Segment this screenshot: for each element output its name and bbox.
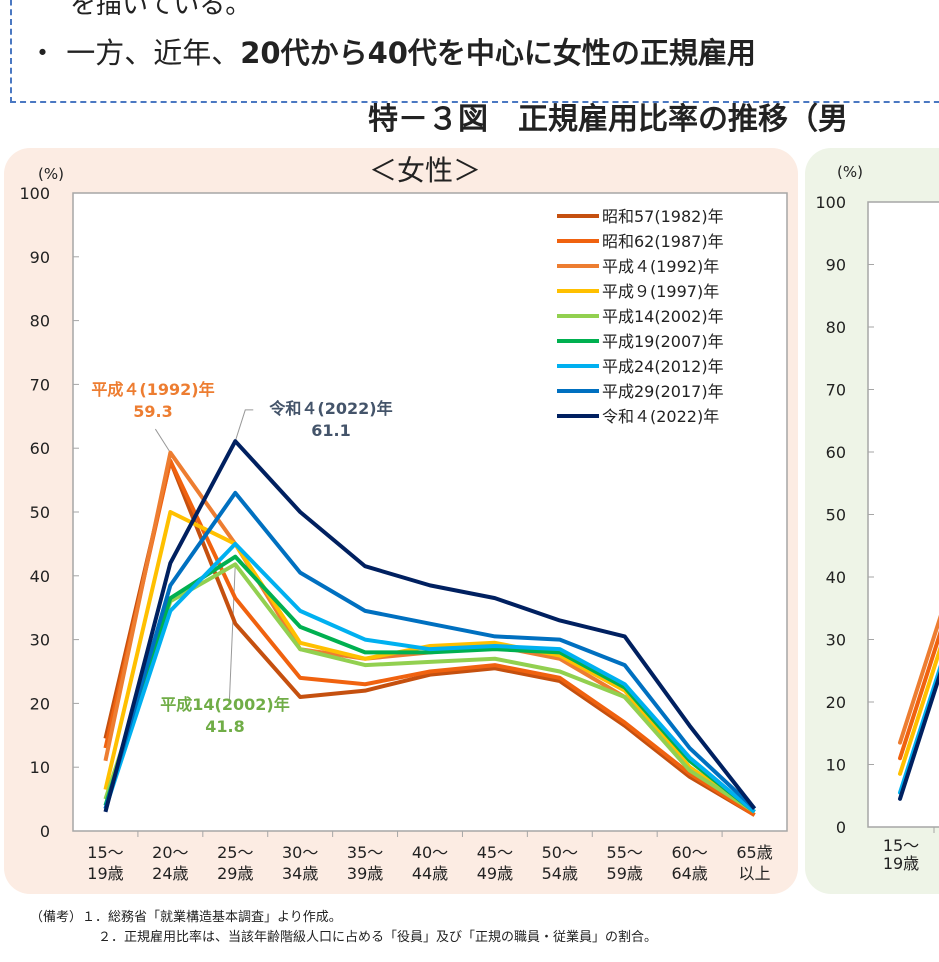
annotation-value: 41.8 (205, 717, 244, 736)
x-tick-label: 40～ 44歳 (412, 843, 448, 883)
x-tick-label: 65歳以上 (736, 843, 772, 883)
chart-title: ＜女性＞ (369, 154, 481, 187)
annotation-label: 平成14(2002)年 (160, 695, 289, 714)
legend-label: 令和４(2022)年 (602, 407, 719, 426)
leader-line-2002 (228, 564, 236, 704)
legend-label: 平成24(2012)年 (602, 357, 724, 376)
legend-label: 平成29(2017)年 (602, 382, 724, 401)
legend-label: 平成19(2007)年 (602, 332, 724, 351)
male-y-tick-label: 90 (826, 256, 846, 275)
legend-label: 平成14(2002)年 (602, 307, 724, 326)
note-1: （備考）１．総務省「就業構造基本調査」より作成。 (30, 910, 342, 925)
y-tick-label: 60 (30, 439, 50, 458)
y-tick-label: 100 (19, 184, 50, 203)
x-tick-label: 60～ 64歳 (671, 843, 707, 883)
male-series-line-4 (898, 671, 939, 801)
legend-label: 昭和62(1987)年 (602, 232, 724, 251)
y-tick-label: 20 (30, 694, 50, 713)
y-tick-label: 50 (30, 503, 50, 522)
male-plot-area (867, 201, 939, 828)
y-tick-label: 10 (30, 758, 50, 777)
note-2: ２．正規雇用比率は、当該年齢階級人口に占める「役員」及び「正規の職員・従業員」の… (98, 930, 658, 945)
notes: （備考）１．総務省「就業構造基本調査」より作成。 ２．正規雇用比率は、当該年齢階… (30, 908, 657, 948)
male-y-tick-label: 30 (826, 631, 846, 650)
annotation-label: 令和４(2022)年 (268, 399, 392, 418)
y-tick-label: 30 (30, 631, 50, 650)
y-tick-label: 40 (30, 567, 50, 586)
y-tick-label: 80 (30, 312, 50, 331)
y-tick-label: 70 (30, 375, 50, 394)
x-tick-label: 55～ 59歳 (607, 843, 643, 883)
male-y-axis-unit: (%) (837, 163, 863, 181)
legend-label: 昭和57(1982)年 (602, 207, 724, 226)
x-tick-label: 30～ 34歳 (282, 843, 318, 883)
summary-text-2: ・ 一方、近年、20代から40代を中心に女性の正規雇用 (28, 30, 756, 72)
male-series-line-2 (898, 646, 939, 776)
male-y-tick-label: 0 (836, 818, 846, 837)
male-y-tick-label: 50 (826, 506, 846, 525)
x-tick-label: 15～ 19歳 (87, 843, 123, 883)
summary-box (10, 0, 939, 103)
annotation-value: 61.1 (311, 421, 350, 440)
figure-title: 特－３図 正規雇用比率の推移（男 (368, 102, 848, 137)
x-tick-label: 50～ 54歳 (542, 843, 578, 883)
male-x-tick-label: 15～ 19歳 (883, 836, 919, 873)
legend-label: 平成４(1992)年 (602, 257, 719, 276)
summary-text-1: を描いている。 (70, 0, 252, 20)
male-series-line-1 (898, 630, 939, 761)
male-series-line-0 (898, 614, 939, 745)
y-tick-label: 0 (40, 822, 50, 841)
male-y-tick-label: 40 (826, 568, 846, 587)
legend-label: 平成９(1997)年 (602, 282, 719, 301)
y-tick-label: 90 (30, 248, 50, 267)
male-y-tick-label: 80 (826, 318, 846, 337)
male-y-tick-label: 20 (826, 693, 846, 712)
male-y-tick-label: 100 (815, 193, 846, 212)
y-axis-unit: (%) (38, 165, 64, 183)
x-tick-label: 20～ 24歳 (152, 843, 188, 883)
annotation-value: 59.3 (133, 402, 172, 421)
annotation-label: 平成４(1992)年 (91, 380, 214, 399)
leader-line-1992 (154, 428, 171, 453)
male-y-tick-label: 60 (826, 443, 846, 462)
male-y-tick-label: 10 (826, 756, 846, 775)
x-tick-label: 35～ 39歳 (347, 843, 383, 883)
leader-line-2022 (234, 409, 254, 442)
summary-bold: 20代から40代を中心に女性の正規雇用 (240, 36, 756, 70)
x-tick-label: 45～ 49歳 (477, 843, 513, 883)
male-y-tick-label: 70 (826, 381, 846, 400)
summary-prefix: ・ 一方、近年、 (28, 36, 241, 70)
x-tick-label: 25～ 29歳 (217, 843, 253, 883)
